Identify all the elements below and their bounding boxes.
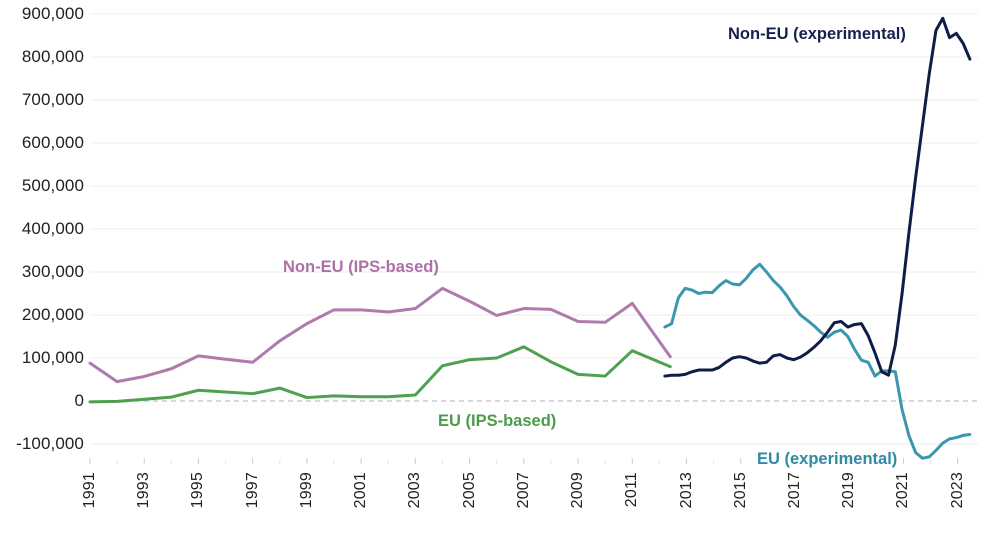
y-axis-tick-label: 900,000 <box>21 4 84 23</box>
x-axis-tick-label: 1993 <box>135 472 153 509</box>
x-axis-tick-label: 2001 <box>352 472 370 509</box>
x-axis-tick-label: 1997 <box>243 472 261 509</box>
y-axis-tick-label: 400,000 <box>21 219 84 238</box>
x-axis-tick-label: 2003 <box>406 472 424 509</box>
plot-area <box>88 13 978 464</box>
x-axis-tick-label: 2017 <box>785 472 803 509</box>
series-label-3: Non-EU (experimental) <box>728 25 906 43</box>
series-label-2: EU (experimental) <box>757 450 898 468</box>
series-line-2 <box>663 262 972 460</box>
series-line-3 <box>663 16 972 378</box>
y-axis-tick-label: -100,000 <box>16 434 84 453</box>
series-line-1 <box>88 345 672 404</box>
x-axis: 1991 1993 1995 1997 1999 2001 2003 2005 2007 2009… <box>0 472 1000 554</box>
y-axis-tick-label: 300,000 <box>21 262 84 281</box>
series-label-1: EU (IPS-based) <box>438 412 557 430</box>
x-axis-tick-label: 2009 <box>569 472 587 509</box>
y-axis-tick-label: 500,000 <box>21 176 84 195</box>
x-axis-tick-label: 1991 <box>81 472 98 509</box>
y-axis-tick-label: 800,000 <box>21 47 84 66</box>
x-axis-tick-label: 2015 <box>731 472 749 509</box>
x-axis-tick-label: 2019 <box>840 472 858 509</box>
x-axis-tick-label: 2005 <box>460 472 478 509</box>
y-axis-tick-label: 0 <box>74 391 84 410</box>
plot-svg <box>88 13 978 464</box>
x-axis-tick-label: 2007 <box>514 472 532 509</box>
x-axis-tick-label: 2021 <box>894 472 912 509</box>
y-axis-tick-label: 200,000 <box>21 305 84 324</box>
y-axis-tick-label: 600,000 <box>21 133 84 152</box>
y-axis: 900,000 800,000 700,000 600,000 500,000 400,0… <box>0 0 84 470</box>
x-axis-tick-label: 2011 <box>623 472 641 508</box>
x-axis-tick-label: 2013 <box>677 472 695 509</box>
x-axis-tick-label: 2023 <box>948 472 966 509</box>
y-axis-tick-label: 100,000 <box>21 348 84 367</box>
series-label-0: Non-EU (IPS-based) <box>283 258 439 276</box>
x-axis-tick-label: 1995 <box>189 472 207 509</box>
y-axis-tick-label: 700,000 <box>21 90 84 109</box>
series-line-0 <box>88 286 672 384</box>
x-axis-tick-label: 1999 <box>297 472 315 509</box>
